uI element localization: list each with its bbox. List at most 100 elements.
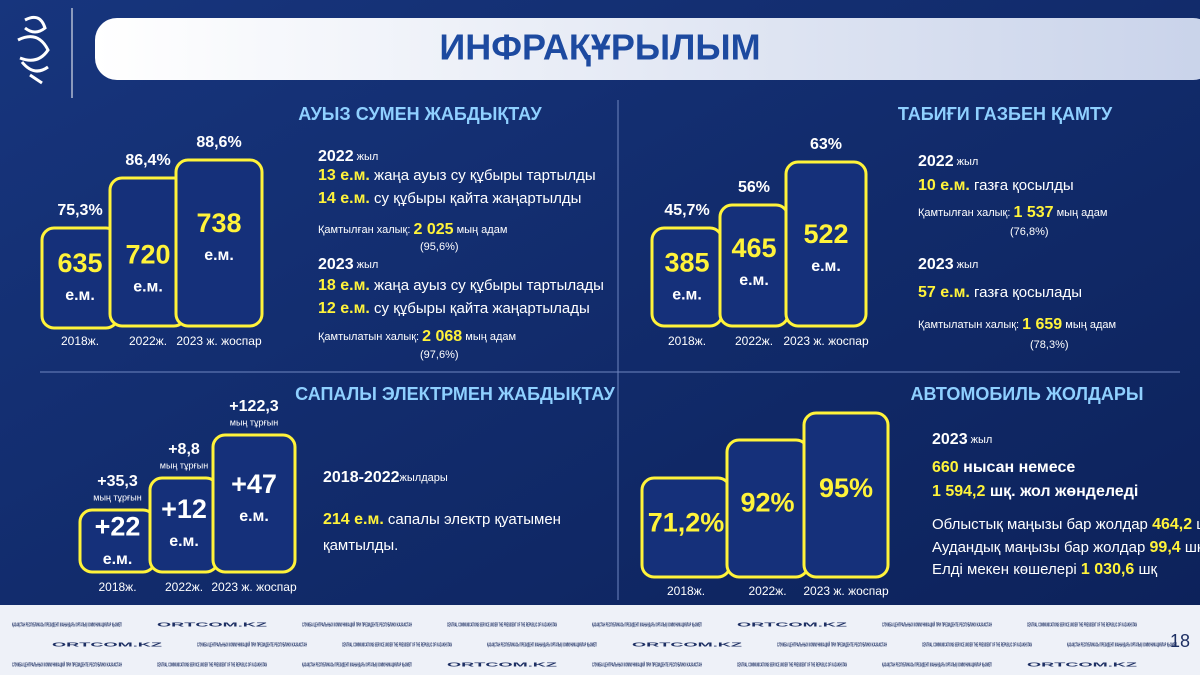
stat-value: +22 — [95, 512, 141, 542]
stat-box — [718, 203, 790, 328]
stat-value: 635 — [57, 248, 102, 278]
text-line: 1 594,2 шқ. жол жөнделеді — [932, 483, 1138, 500]
text-segment: (97,6%) — [420, 349, 459, 361]
text-segment: (78,3%) — [1030, 339, 1069, 351]
text-segment: газға қосылды — [970, 177, 1074, 194]
text-line: Қамтылатын халық: 2 068 мың адам — [318, 328, 516, 345]
text-segment: шқ — [1192, 516, 1200, 533]
footer-text: CENTRAL COMMUNICATIONS SERVICE UNDER THE… — [1027, 622, 1137, 628]
text-segment: 13 е.м. — [318, 167, 370, 184]
text-segment: мың адам — [1062, 319, 1116, 331]
text-line: 214 е.м. сапалы электр қуатымен — [323, 511, 561, 528]
panel-title: САПАЛЫ ЭЛЕКТРМЕН ЖАБДЫҚТАУ — [295, 384, 615, 404]
footer-text: CENTRAL COMMUNICATIONS SERVICE UNDER THE… — [157, 662, 267, 668]
footer-text: ORTCOM.KZ — [1027, 662, 1137, 668]
text-segment: шқ — [1134, 561, 1157, 578]
stat-annotation: 63% — [810, 136, 842, 153]
stat-box — [148, 476, 220, 574]
footer-text: СЛУЖБА ЦЕНТРАЛЬНЫХ КОММУНИКАЦИЙ ПРИ ПРЕЗ… — [12, 660, 122, 668]
text-line: 57 е.м. газға қосылады — [918, 284, 1082, 301]
text-segment: Қамтылатын халық: — [918, 319, 1022, 331]
text-segment: жыл — [968, 434, 993, 446]
text-line: 12 е.м. су құбыры қайта жаңартылады — [318, 300, 590, 317]
text-segment: жыл — [954, 156, 979, 168]
stat-label: 2018ж. — [667, 584, 705, 598]
text-line: Облыстық маңызы бар жолдар 464,2 шқ — [932, 516, 1200, 533]
text-line: 2023 жыл — [318, 256, 378, 273]
text-segment: 1 659 — [1022, 316, 1062, 333]
text-line: Елді мекен көшелері 1 030,6 шқ — [932, 561, 1158, 578]
stat-label: 2022ж. — [165, 580, 203, 594]
footer-text: ҚАЗАҚСТАН РЕСПУБЛИКАСЫ ПРЕЗИДЕНТІ ЖАНЫНД… — [12, 622, 122, 628]
stat-annotation: +35,3 — [97, 473, 138, 490]
stat-box — [802, 411, 890, 579]
panel-title: АВТОМОБИЛЬ ЖОЛДАРЫ — [911, 384, 1144, 404]
text-segment: 14 е.м. — [318, 190, 370, 207]
text-segment: жылдары — [400, 472, 448, 484]
stat-unit: е.м. — [103, 551, 133, 568]
text-segment: 2 068 — [422, 328, 462, 345]
text-segment: 10 е.м. — [918, 177, 970, 194]
stat-value: +47 — [231, 469, 277, 499]
footer-text: CENTRAL COMMUNICATIONS SERVICE UNDER THE… — [922, 642, 1032, 648]
footer-text: ҚАЗАҚСТАН РЕСПУБЛИКАСЫ ПРЕЗИДЕНТІ ЖАНЫНД… — [302, 662, 412, 668]
text-segment: 99,4 — [1150, 539, 1181, 556]
text-segment: 2023 — [318, 256, 354, 273]
text-line: қамтылды. — [323, 537, 398, 554]
text-segment: жыл — [954, 259, 979, 271]
text-segment: 660 — [932, 459, 959, 476]
header-bar — [95, 18, 1200, 80]
text-segment: сапалы электр қуатымен — [384, 511, 561, 528]
text-line: 14 е.м. су құбыры қайта жаңартылды — [318, 190, 581, 207]
text-segment: су құбыры қайта жаңартылды — [370, 190, 582, 207]
stat-annotation: 45,7% — [664, 202, 709, 219]
stat-annotation: 88,6% — [196, 134, 241, 151]
text-segment: шқ. жол жөнделеді — [985, 483, 1138, 500]
stat-annotation: мың тұрғын — [230, 417, 279, 427]
footer-text: ORTCOM.KZ — [52, 642, 162, 648]
text-segment: Облыстық маңызы бар жолдар — [932, 516, 1152, 533]
footer-text: СЛУЖБА ЦЕНТРАЛЬНЫХ КОММУНИКАЦИЙ ПРИ ПРЕЗ… — [302, 620, 412, 628]
text-line: (76,8%) — [1010, 226, 1049, 238]
stat-value: 522 — [803, 219, 848, 249]
text-segment: 214 е.м. — [323, 511, 384, 528]
text-line: Қамтылатын халық: 1 659 мың адам — [918, 316, 1116, 333]
text-segment: нысан немесе — [959, 459, 1076, 476]
text-segment: 12 е.м. — [318, 300, 370, 317]
text-segment: 1 537 — [1013, 204, 1053, 221]
footer-text: ORTCOM.KZ — [157, 622, 267, 628]
text-segment: Қамтылған халық: — [318, 224, 413, 236]
panel-title: ТАБИҒИ ГАЗБЕН ҚАМТУ — [898, 104, 1113, 124]
text-line: (97,6%) — [420, 349, 459, 361]
text-segment: 57 е.м. — [918, 284, 970, 301]
text-line: 18 е.м. жаңа ауыз су құбыры тартылады — [318, 277, 604, 294]
text-line: 2018-2022жылдары — [323, 469, 448, 486]
stat-annotation: +8,8 — [168, 441, 200, 458]
text-segment: 2022 — [918, 153, 954, 170]
text-segment: (76,8%) — [1010, 226, 1049, 238]
footer-text: ORTCOM.KZ — [447, 662, 557, 668]
footer-text: ORTCOM.KZ — [632, 642, 742, 648]
stat-label: 2022ж. — [735, 334, 773, 348]
text-segment: газға қосылады — [970, 284, 1082, 301]
stat-unit: е.м. — [239, 508, 269, 525]
text-segment: 2023 — [932, 431, 968, 448]
stat-label: 2018ж. — [98, 580, 136, 594]
text-segment: 1 594,2 — [932, 483, 985, 500]
text-segment: мың адам — [454, 224, 508, 236]
footer-text: СЛУЖБА ЦЕНТРАЛЬНЫХ КОММУНИКАЦИЙ ПРИ ПРЕЗ… — [777, 640, 887, 648]
footer-text: СЛУЖБА ЦЕНТРАЛЬНЫХ КОММУНИКАЦИЙ ПРИ ПРЕЗ… — [197, 640, 307, 648]
text-segment: су құбыры қайта жаңартылады — [370, 300, 590, 317]
text-line: 10 е.м. газға қосылды — [918, 177, 1074, 194]
stat-unit: е.м. — [65, 287, 95, 304]
stat-value: 465 — [731, 233, 776, 263]
stat-annotation: 86,4% — [125, 152, 170, 169]
text-segment: шқ — [1181, 539, 1200, 556]
text-line: 2022 жыл — [918, 153, 978, 170]
footer-text: ҚАЗАҚСТАН РЕСПУБЛИКАСЫ ПРЕЗИДЕНТІ ЖАНЫНД… — [1067, 642, 1177, 648]
text-line: 2023 жыл — [918, 256, 978, 273]
stat-annotation: 56% — [738, 179, 770, 196]
stat-unit: е.м. — [672, 286, 702, 303]
